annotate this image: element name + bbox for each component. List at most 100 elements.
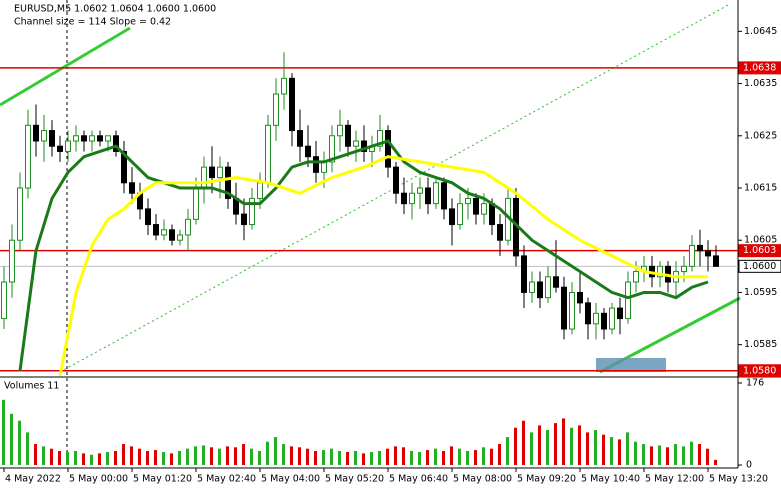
price-pane: [0, 0, 741, 468]
volume-bar: [322, 450, 325, 465]
volume-tick-label: 176: [746, 378, 764, 389]
volume-bar: [26, 432, 29, 465]
candle-body: [497, 224, 503, 241]
volume-bar: [266, 441, 269, 465]
level-label-box: [738, 259, 781, 273]
x-tick-label: 5 May 10:40: [581, 474, 640, 485]
candle-body: [113, 135, 119, 152]
volume-bar: [2, 399, 5, 465]
candle-body: [201, 166, 207, 189]
volume-bar: [538, 425, 541, 465]
volume-bar: [642, 444, 645, 465]
level-label: 1.0638: [743, 62, 776, 73]
candle-body: [457, 203, 463, 226]
volume-bar: [114, 451, 117, 465]
candle-body: [217, 166, 223, 179]
volume-bar: [378, 451, 381, 465]
volume-bar: [674, 444, 677, 465]
y-tick-label: 1.0615: [744, 183, 777, 194]
x-tick-label: 5 May 01:20: [133, 474, 192, 485]
candle-body: [41, 130, 47, 142]
volume-bar: [314, 451, 317, 465]
volume-bar: [570, 427, 573, 465]
volume-bar: [202, 445, 205, 465]
volume-bar: [306, 448, 309, 465]
volume-bar: [474, 450, 477, 465]
volume-bar: [34, 444, 37, 465]
x-tick-label: 5 May 02:40: [197, 474, 256, 485]
volume-bar: [106, 451, 109, 465]
volume-bar: [634, 441, 637, 465]
volume-bar: [658, 445, 661, 465]
candle-body: [689, 244, 695, 267]
candle-body: [17, 187, 23, 241]
volume-bar: [506, 437, 509, 465]
volume-bar: [138, 448, 141, 465]
candle-body: [81, 135, 87, 142]
candle-body: [345, 124, 351, 147]
candle-body: [569, 291, 575, 330]
volume-bar: [18, 420, 21, 465]
x-tick-label: 5 May 13:20: [709, 474, 768, 485]
volume-bar: [122, 444, 125, 465]
candle-body: [593, 312, 599, 325]
volume-bar: [610, 437, 613, 465]
candle-body: [329, 135, 335, 163]
volume-bar: [434, 448, 437, 465]
candle-body: [705, 250, 711, 257]
candle-body: [49, 130, 55, 147]
volume-bar: [10, 413, 13, 465]
x-tick-label: 5 May 05:20: [325, 474, 384, 485]
x-tick-label: 5 May 08:00: [453, 474, 512, 485]
volume-bar: [442, 451, 445, 465]
volume-bar: [650, 446, 653, 465]
volume-bar: [386, 448, 389, 465]
volume-bar: [594, 430, 597, 465]
volume-bar: [186, 448, 189, 465]
volume-bar: [618, 439, 621, 465]
chart-title: EURUSD,M5 1.0602 1.0604 1.0600 1.0600: [14, 4, 216, 15]
volume-bar: [226, 446, 229, 465]
candle-body: [433, 182, 439, 205]
volume-bar: [394, 446, 397, 465]
chart-subtitle: Channel size = 114 Slope = 0.42: [14, 17, 171, 28]
x-tick-label: 5 May 06:40: [389, 474, 448, 485]
volume-bar: [690, 441, 693, 465]
volume-bar: [426, 450, 429, 465]
candle-body: [353, 140, 359, 147]
candle-body: [185, 218, 191, 236]
candle-body: [305, 145, 311, 158]
level-label: 1.0600: [743, 261, 776, 272]
volume-bar: [410, 451, 413, 465]
volume-bar: [522, 420, 525, 465]
y-tick-label: 1.0605: [744, 235, 777, 246]
volume-bar: [218, 448, 221, 465]
volume-tick-label: 0: [746, 460, 752, 471]
volume-bar: [210, 447, 213, 465]
candle-body: [97, 135, 103, 142]
x-tick-label: 5 May 00:00: [69, 474, 128, 485]
level-label-box: [738, 244, 781, 258]
x-tick-label: 5 May 04:00: [261, 474, 320, 485]
candle-body: [313, 156, 319, 173]
volume-bar: [82, 453, 85, 465]
volume-bar: [170, 453, 173, 465]
volume-bar: [338, 451, 341, 465]
candle-body: [257, 182, 263, 199]
volume-bar: [242, 444, 245, 465]
volume-bar: [562, 418, 565, 465]
volume-bar: [714, 459, 717, 465]
volume-bar: [162, 451, 165, 465]
candle-body: [529, 281, 535, 293]
volume-bar: [58, 451, 61, 465]
volume-bar: [458, 448, 461, 465]
volume-bar: [586, 432, 589, 465]
level-label-box: [738, 61, 781, 75]
candle-body: [249, 197, 255, 226]
volume-title: Volumes 11: [4, 381, 59, 392]
candle-body: [601, 312, 607, 330]
volume-bar: [298, 447, 301, 465]
candle-body: [145, 208, 151, 226]
volume-bar: [234, 447, 237, 465]
candle-body: [425, 187, 431, 205]
